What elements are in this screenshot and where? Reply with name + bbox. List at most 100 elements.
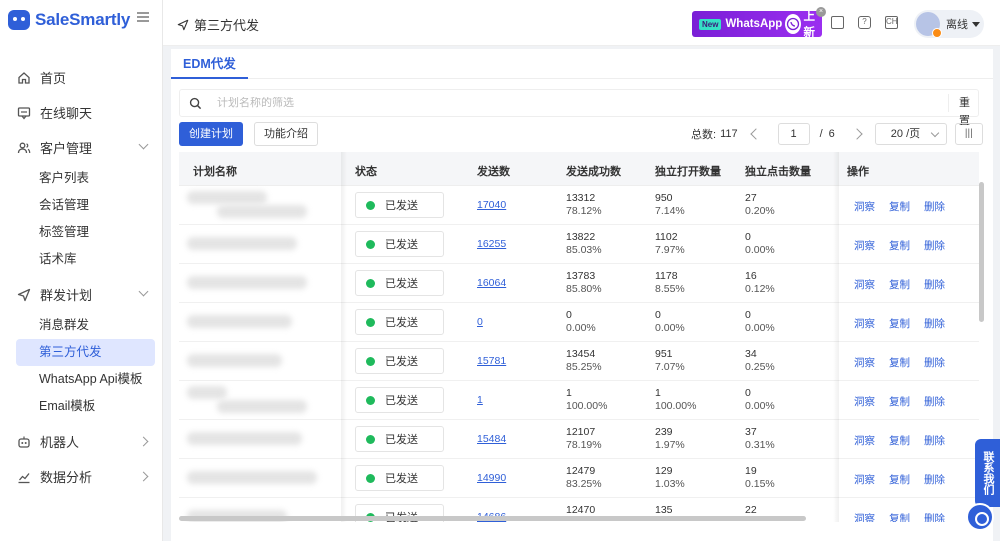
whatsapp-promo-banner[interactable]: New WhatsApp 上新 × (692, 7, 826, 39)
delete-button[interactable]: 删除 (924, 240, 945, 252)
delete-button[interactable]: 删除 (924, 279, 945, 291)
insight-button[interactable]: 洞察 (854, 513, 875, 522)
column-settings-button[interactable]: ||| (954, 123, 983, 145)
sidebar-sub-email-template[interactable]: Email模板 (39, 399, 96, 413)
insight-button[interactable]: 洞察 (854, 396, 875, 408)
feature-intro-button[interactable]: 功能介绍 (254, 122, 318, 146)
open-rate: 0.00% (655, 322, 685, 334)
reset-button[interactable]: 重置 (948, 94, 978, 127)
tab-edm[interactable]: EDM代发 (171, 49, 248, 79)
prev-page-icon[interactable] (749, 128, 762, 140)
sidebar-sub-script-library[interactable]: 话术库 (39, 252, 77, 266)
create-plan-button[interactable]: 创建计划 (179, 122, 243, 146)
copy-button[interactable]: 复制 (889, 279, 910, 291)
copy-button[interactable]: 复制 (889, 435, 910, 447)
sent-count-link[interactable]: 16255 (477, 238, 507, 250)
status-label: 已发送 (385, 395, 418, 407)
chat-bubble-icon[interactable] (966, 503, 994, 531)
delete-button[interactable]: 删除 (924, 435, 945, 447)
delete-button[interactable]: 删除 (924, 318, 945, 330)
plan-name-redacted[interactable] (217, 205, 307, 218)
sent-count-link[interactable]: 1 (477, 394, 483, 406)
copy-button[interactable]: 复制 (889, 318, 910, 330)
sent-count-link[interactable]: 15484 (477, 433, 507, 445)
plan-name-redacted[interactable] (217, 400, 307, 413)
delete-button[interactable]: 删除 (924, 513, 945, 522)
open-count: 1178 (655, 270, 678, 282)
success-cell: 13312 78.12% (566, 192, 602, 218)
sidebar-sub-whatsapp-api-template[interactable]: WhatsApp Api模板 (39, 372, 143, 386)
search-input[interactable] (217, 97, 917, 109)
insight-button[interactable]: 洞察 (854, 201, 875, 213)
search-icon (189, 97, 202, 109)
sidebar-item-customers[interactable]: 客户管理 (0, 130, 163, 165)
sent-count-link[interactable]: 17040 (477, 199, 507, 211)
next-page-icon[interactable] (851, 128, 863, 140)
delete-button[interactable]: 删除 (924, 474, 945, 486)
brand-logo[interactable]: SaleSmartly (8, 8, 130, 32)
insight-button[interactable]: 洞察 (854, 435, 875, 447)
plan-name-redacted[interactable] (187, 471, 317, 484)
open-count: 129 (655, 465, 673, 477)
contact-us-button[interactable]: 联系我们 (975, 439, 1000, 507)
open-rate: 1.97% (655, 439, 685, 451)
sent-count-link[interactable]: 0 (477, 316, 483, 328)
sidebar-item-analytics[interactable]: 数据分析 (0, 459, 163, 494)
insight-button[interactable]: 洞察 (854, 474, 875, 486)
open-count: 950 (655, 192, 673, 204)
table-row: 已发送 14990 12479 83.25% 129 1.03% 19 0.15… (179, 459, 979, 498)
copy-button[interactable]: 复制 (889, 474, 910, 486)
copy-button[interactable]: 复制 (889, 357, 910, 369)
success-cell: 0 0.00% (566, 309, 596, 335)
vertical-scrollbar[interactable] (979, 182, 984, 322)
sidebar-sub-tag-management[interactable]: 标签管理 (39, 225, 90, 239)
delete-button[interactable]: 删除 (924, 357, 945, 369)
sidebar-item-broadcast[interactable]: 群发计划 (0, 277, 163, 312)
click-cell: 0 0.00% (745, 231, 775, 257)
col-success: 发送成功数 (566, 166, 621, 178)
copy-button[interactable]: 复制 (889, 396, 910, 408)
sent-count-link[interactable]: 14990 (477, 472, 507, 484)
language-icon[interactable]: CH (885, 16, 898, 29)
open-cell: 129 1.03% (655, 465, 685, 491)
sidebar-sub-session-management[interactable]: 会话管理 (39, 198, 90, 212)
click-cell: 19 0.15% (745, 465, 775, 491)
open-cell: 1102 7.97% (655, 231, 685, 257)
copy-icon[interactable] (831, 16, 844, 29)
plan-name-redacted[interactable] (187, 432, 302, 445)
page-input[interactable]: 1 (777, 123, 810, 145)
sidebar-item-robot[interactable]: 机器人 (0, 424, 163, 459)
plan-name-redacted[interactable] (187, 276, 307, 289)
help-icon[interactable]: ? (858, 16, 871, 29)
sidebar-item-label: 群发计划 (40, 288, 93, 303)
sidebar-item-chat[interactable]: 在线聊天 (0, 95, 163, 130)
horizontal-scrollbar[interactable] (179, 516, 806, 521)
insight-button[interactable]: 洞察 (854, 240, 875, 252)
user-status-menu[interactable]: 离线 (914, 10, 984, 38)
menu-collapse-icon[interactable] (137, 12, 149, 22)
open-count: 951 (655, 348, 673, 360)
sidebar-sub-customer-list[interactable]: 客户列表 (39, 171, 90, 185)
copy-button[interactable]: 复制 (889, 201, 910, 213)
sent-count-link[interactable]: 15781 (477, 355, 507, 367)
insight-button[interactable]: 洞察 (854, 357, 875, 369)
plan-name-redacted[interactable] (187, 386, 227, 399)
table-row: 已发送 15484 12107 78.19% 239 1.97% 37 0.31… (179, 420, 979, 459)
copy-button[interactable]: 复制 (889, 240, 910, 252)
plan-name-redacted[interactable] (187, 191, 267, 204)
plan-name-redacted[interactable] (187, 315, 292, 328)
close-icon[interactable]: × (816, 7, 826, 17)
sidebar-sub-third-party-send[interactable]: 第三方代发 (16, 339, 155, 366)
sidebar-item-home[interactable]: 首页 (0, 60, 163, 95)
delete-button[interactable]: 删除 (924, 201, 945, 213)
open-count: 0 (655, 309, 661, 321)
delete-button[interactable]: 删除 (924, 396, 945, 408)
insight-button[interactable]: 洞察 (854, 279, 875, 291)
copy-button[interactable]: 复制 (889, 513, 910, 522)
page-size-select[interactable]: 20 /页 (874, 123, 947, 145)
insight-button[interactable]: 洞察 (854, 318, 875, 330)
sent-count-link[interactable]: 16064 (477, 277, 507, 289)
sidebar-sub-mass-message[interactable]: 消息群发 (39, 318, 90, 332)
plan-name-redacted[interactable] (187, 237, 297, 250)
plan-name-redacted[interactable] (187, 354, 282, 367)
